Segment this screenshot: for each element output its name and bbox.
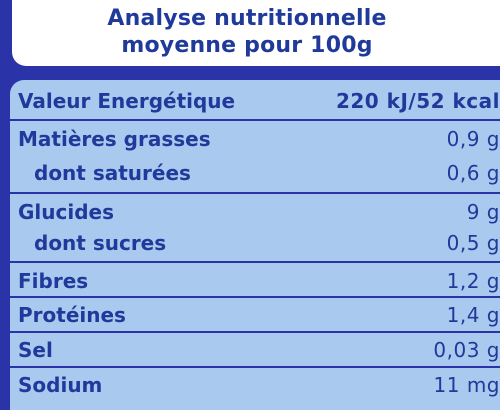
header-title-line1: Analyse nutritionnelle [107, 6, 387, 31]
label-fibres: Fibres [18, 269, 89, 293]
value-fibres: 1,2 g [446, 269, 500, 293]
value-salt: 0,03 g [433, 338, 500, 362]
row-divider [10, 192, 500, 194]
row-divider [10, 119, 500, 121]
value-energy: 220 kJ/52 kcal [335, 89, 500, 113]
label-sodium: Sodium [18, 373, 103, 397]
row-divider [10, 261, 500, 263]
label-saturated: dont saturées [34, 161, 191, 185]
value-saturated: 0,6 g [446, 161, 500, 185]
row-divider [10, 296, 500, 298]
label-fats: Matières grasses [18, 127, 211, 151]
header-band: Analyse nutritionnelle moyenne pour 100g [12, 0, 500, 66]
row-sodium: Sodium 11 mg [18, 368, 500, 402]
label-energy: Valeur Energétique [18, 89, 236, 113]
row-proteins: Protéines 1,4 g [18, 298, 500, 332]
nutrition-table: Valeur Energétique 220 kJ/52 kcal Matièr… [10, 80, 500, 410]
row-salt: Sel 0,03 g [18, 333, 500, 367]
row-divider [10, 331, 500, 333]
row-fats: Matières grasses 0,9 g [18, 122, 500, 156]
value-carbs: 9 g [466, 200, 500, 224]
row-saturated: dont saturées 0,6 g [18, 156, 500, 190]
value-sodium: 11 mg [433, 373, 500, 397]
label-proteins: Protéines [18, 303, 126, 327]
value-fats: 0,9 g [446, 127, 500, 151]
label-sugars: dont sucres [34, 231, 167, 255]
header-section: Analyse nutritionnelle moyenne pour 100g [6, 0, 500, 72]
label-salt: Sel [18, 338, 53, 362]
row-carbs: Glucides 9 g [18, 195, 500, 229]
label-carbs: Glucides [18, 200, 115, 224]
value-sugars: 0,5 g [446, 231, 500, 255]
row-divider [10, 366, 500, 368]
header-title-line2: moyenne pour 100g [121, 33, 373, 58]
row-fibres: Fibres 1,2 g [18, 264, 500, 298]
row-energy: Valeur Energétique 220 kJ/52 kcal [18, 84, 500, 118]
value-proteins: 1,4 g [446, 303, 500, 327]
row-sugars: dont sucres 0,5 g [18, 226, 500, 260]
